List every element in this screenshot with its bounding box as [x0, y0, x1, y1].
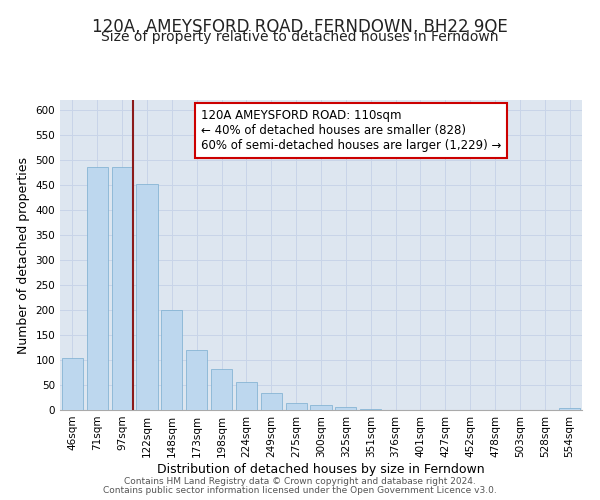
Bar — [161, 310, 182, 410]
Bar — [360, 409, 381, 410]
Bar — [261, 392, 282, 410]
X-axis label: Distribution of detached houses by size in Ferndown: Distribution of detached houses by size … — [157, 462, 485, 475]
Bar — [335, 406, 356, 410]
Y-axis label: Number of detached properties: Number of detached properties — [17, 156, 30, 354]
Bar — [186, 350, 207, 410]
Bar — [136, 184, 158, 410]
Bar — [62, 358, 83, 410]
Bar — [310, 405, 332, 410]
Bar — [559, 408, 580, 410]
Bar — [286, 402, 307, 410]
Text: 120A, AMEYSFORD ROAD, FERNDOWN, BH22 9QE: 120A, AMEYSFORD ROAD, FERNDOWN, BH22 9QE — [92, 18, 508, 36]
Text: Size of property relative to detached houses in Ferndown: Size of property relative to detached ho… — [101, 30, 499, 44]
Text: Contains public sector information licensed under the Open Government Licence v3: Contains public sector information licen… — [103, 486, 497, 495]
Bar — [87, 166, 108, 410]
Text: 120A AMEYSFORD ROAD: 110sqm
← 40% of detached houses are smaller (828)
60% of se: 120A AMEYSFORD ROAD: 110sqm ← 40% of det… — [201, 110, 502, 152]
Bar — [112, 166, 133, 410]
Bar — [211, 369, 232, 410]
Bar — [236, 382, 257, 410]
Text: Contains HM Land Registry data © Crown copyright and database right 2024.: Contains HM Land Registry data © Crown c… — [124, 477, 476, 486]
